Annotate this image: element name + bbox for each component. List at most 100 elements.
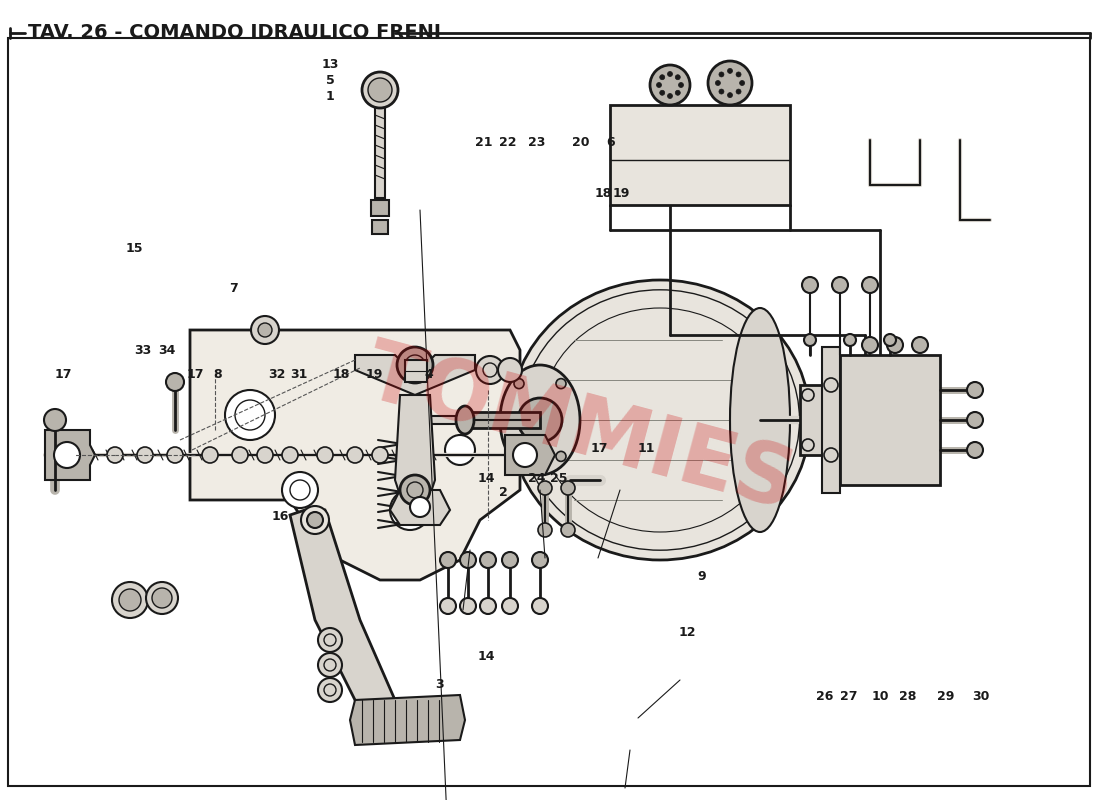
Text: 14: 14 xyxy=(477,650,495,662)
Circle shape xyxy=(912,337,928,353)
Circle shape xyxy=(400,475,430,505)
Circle shape xyxy=(54,442,80,468)
Circle shape xyxy=(708,61,752,105)
Text: 20: 20 xyxy=(572,136,590,149)
Circle shape xyxy=(739,81,745,86)
Ellipse shape xyxy=(730,308,790,532)
Ellipse shape xyxy=(456,406,474,434)
Circle shape xyxy=(257,447,273,463)
Circle shape xyxy=(498,358,522,382)
Polygon shape xyxy=(190,330,520,580)
Circle shape xyxy=(660,90,664,95)
Circle shape xyxy=(660,74,664,80)
Circle shape xyxy=(410,497,430,517)
Circle shape xyxy=(440,598,456,614)
Circle shape xyxy=(317,447,333,463)
Circle shape xyxy=(318,653,342,677)
Circle shape xyxy=(727,93,733,98)
Circle shape xyxy=(251,316,279,344)
Circle shape xyxy=(538,523,552,537)
Polygon shape xyxy=(395,395,434,495)
Circle shape xyxy=(152,588,172,608)
Circle shape xyxy=(107,447,123,463)
Circle shape xyxy=(232,447,248,463)
Circle shape xyxy=(138,447,153,463)
Polygon shape xyxy=(505,435,556,475)
Circle shape xyxy=(887,337,903,353)
Polygon shape xyxy=(390,490,450,525)
Circle shape xyxy=(862,337,878,353)
Text: 29: 29 xyxy=(937,690,955,702)
Circle shape xyxy=(862,277,878,293)
Circle shape xyxy=(390,490,430,530)
Text: 19: 19 xyxy=(613,187,630,200)
Bar xyxy=(460,412,540,428)
Text: 3: 3 xyxy=(436,678,444,690)
Text: 26: 26 xyxy=(816,690,834,702)
Circle shape xyxy=(715,81,720,86)
Circle shape xyxy=(844,334,856,346)
Bar xyxy=(610,105,790,205)
Ellipse shape xyxy=(500,365,580,475)
Text: 24: 24 xyxy=(528,472,546,485)
Circle shape xyxy=(480,598,496,614)
Circle shape xyxy=(318,628,342,652)
Text: 15: 15 xyxy=(125,242,143,254)
Text: 13: 13 xyxy=(321,58,339,70)
Circle shape xyxy=(362,72,398,108)
Circle shape xyxy=(446,435,475,465)
Circle shape xyxy=(514,451,524,462)
Circle shape xyxy=(967,442,983,458)
Text: 12: 12 xyxy=(679,626,696,638)
Circle shape xyxy=(440,552,456,568)
Polygon shape xyxy=(290,510,400,735)
Circle shape xyxy=(727,68,733,74)
Polygon shape xyxy=(355,355,475,395)
Circle shape xyxy=(561,523,575,537)
Circle shape xyxy=(112,582,148,618)
Text: 33: 33 xyxy=(134,344,152,357)
Circle shape xyxy=(167,447,183,463)
Circle shape xyxy=(368,78,392,102)
Ellipse shape xyxy=(510,280,810,560)
Circle shape xyxy=(884,334,896,346)
Circle shape xyxy=(460,552,476,568)
Circle shape xyxy=(802,277,818,293)
Text: 2: 2 xyxy=(499,486,508,498)
Text: 10: 10 xyxy=(871,690,889,702)
Text: 17: 17 xyxy=(187,368,205,381)
Circle shape xyxy=(561,481,575,495)
Circle shape xyxy=(301,506,329,534)
Circle shape xyxy=(532,552,548,568)
Circle shape xyxy=(146,582,178,614)
Circle shape xyxy=(226,390,275,440)
Text: 17: 17 xyxy=(55,368,73,381)
Circle shape xyxy=(719,89,724,94)
Circle shape xyxy=(556,451,566,462)
Text: 18: 18 xyxy=(332,368,350,381)
Circle shape xyxy=(832,277,848,293)
Circle shape xyxy=(502,598,518,614)
Text: 32: 32 xyxy=(268,368,286,381)
Text: 1: 1 xyxy=(326,90,334,102)
Circle shape xyxy=(258,323,272,337)
Bar xyxy=(375,108,385,198)
Text: 9: 9 xyxy=(697,570,706,582)
Circle shape xyxy=(119,589,141,611)
Circle shape xyxy=(282,447,298,463)
Text: 18: 18 xyxy=(594,187,612,200)
Bar xyxy=(800,385,822,455)
Circle shape xyxy=(556,378,566,389)
Polygon shape xyxy=(350,695,465,745)
Circle shape xyxy=(650,65,690,105)
Circle shape xyxy=(480,552,496,568)
Circle shape xyxy=(736,89,741,94)
Text: 4: 4 xyxy=(425,368,433,381)
Circle shape xyxy=(967,412,983,428)
Text: 16: 16 xyxy=(272,510,289,522)
Bar xyxy=(405,360,427,382)
Circle shape xyxy=(372,447,388,463)
Text: 23: 23 xyxy=(528,136,546,149)
Circle shape xyxy=(532,598,548,614)
Circle shape xyxy=(967,382,983,398)
